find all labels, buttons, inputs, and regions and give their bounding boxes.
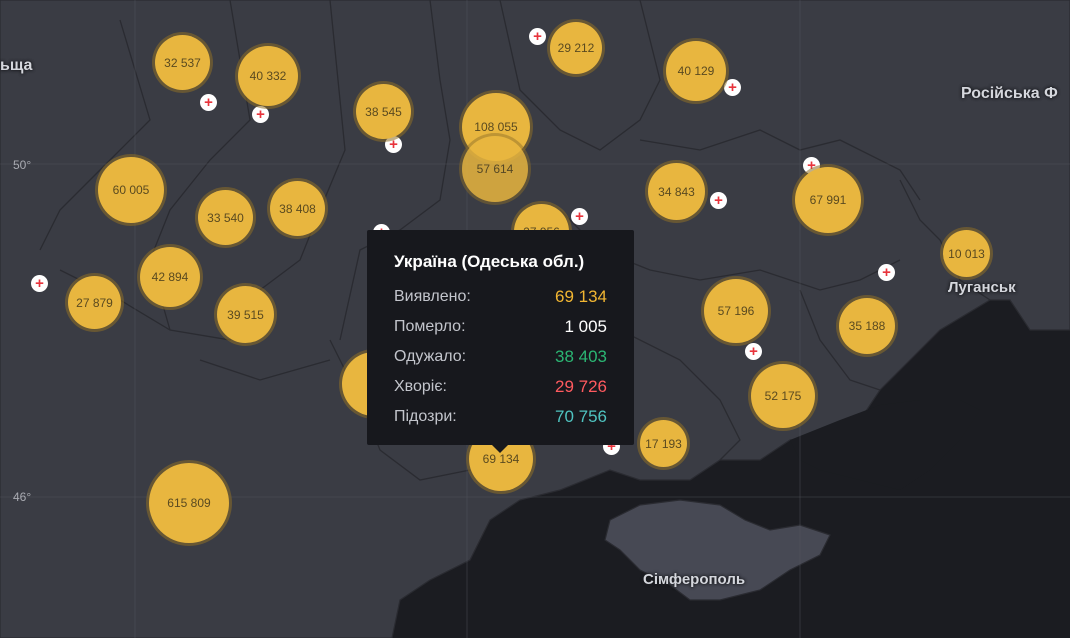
suspected-value: 70 756 [555,407,607,426]
region-tooltip: Україна (Одеська обл.) Виявлено: 69 134 … [367,230,634,453]
cluster-bubble-sumy[interactable]: 40 129 [666,41,726,101]
recovered-value: 38 403 [555,347,607,366]
red-cross-icon[interactable]: + [745,343,762,360]
latitude-46-label: 46° [13,490,32,504]
red-cross-icon[interactable]: + [31,275,48,292]
detected-label: Виявлено: [394,288,471,305]
cluster-bubble-ukraine-total[interactable]: 615 809 [149,463,229,543]
russia-label: Російська Ф [961,85,1058,102]
deaths-value: 1 005 [564,317,607,336]
detected-value: 69 134 [555,287,607,306]
cluster-bubble-kyiv-obl[interactable]: 57 614 [462,136,528,202]
cluster-bubble-poltava[interactable]: 34 843 [648,163,705,220]
cluster-bubble-luhansk[interactable]: 10 013 [943,230,990,277]
red-cross-icon[interactable]: + [200,94,217,111]
tooltip-row-deaths: Померло: 1 005 [394,312,607,342]
red-cross-icon[interactable]: + [724,79,741,96]
red-cross-icon[interactable]: + [385,136,402,153]
tooltip-title: Україна (Одеська обл.) [394,252,585,271]
simferopol-label: Сімферополь [643,571,746,588]
luhansk-label: Луганськ [948,279,1016,296]
cluster-bubble-ivano-frankivsk[interactable]: 42 894 [140,247,200,307]
crimea-region [604,499,831,601]
deaths-label: Померло: [394,318,466,335]
sick-value: 29 726 [555,377,607,396]
cluster-bubble-kharkiv[interactable]: 67 991 [795,167,861,233]
red-cross-icon[interactable]: + [252,106,269,123]
cluster-bubble-khmelnytskyi[interactable]: 38 408 [270,181,325,236]
poland-label: ьща [0,57,33,74]
recovered-label: Одужало: [394,348,467,365]
red-cross-icon[interactable]: + [710,192,727,209]
red-cross-icon[interactable]: + [571,208,588,225]
tooltip-row-suspected: Підозри: 70 756 [394,402,607,432]
cluster-bubble-volyn[interactable]: 32 537 [155,35,210,90]
latitude-50-label: 50° [13,158,32,172]
cluster-bubble-zakarpattia[interactable]: 27 879 [68,276,121,329]
cluster-bubble-kherson[interactable]: 17 193 [640,420,687,467]
red-cross-icon[interactable]: + [529,28,546,45]
cluster-bubble-lviv[interactable]: 60 005 [98,157,164,223]
cluster-bubble-zaporizhzhia[interactable]: 52 175 [751,364,815,428]
cluster-bubble-donetsk[interactable]: 35 188 [839,298,895,354]
cluster-bubble-chernivtsi[interactable]: 39 515 [217,286,274,343]
cluster-bubble-dnipro[interactable]: 57 196 [704,279,768,343]
cluster-bubble-chernihiv[interactable]: 29 212 [550,22,602,74]
suspected-label: Підозри: [394,408,457,425]
cluster-bubble-rivne[interactable]: 40 332 [238,46,298,106]
sick-label: Хворіє: [394,378,447,395]
cluster-bubble-zhytomyr[interactable]: 38 545 [356,84,411,139]
tooltip-row-detected: Виявлено: 69 134 [394,282,607,312]
cluster-bubble-ternopil[interactable]: 33 540 [198,190,253,245]
tooltip-row-sick: Хворіє: 29 726 [394,372,607,402]
red-cross-icon[interactable]: + [878,264,895,281]
tooltip-row-recovered: Одужало: 38 403 [394,342,607,372]
